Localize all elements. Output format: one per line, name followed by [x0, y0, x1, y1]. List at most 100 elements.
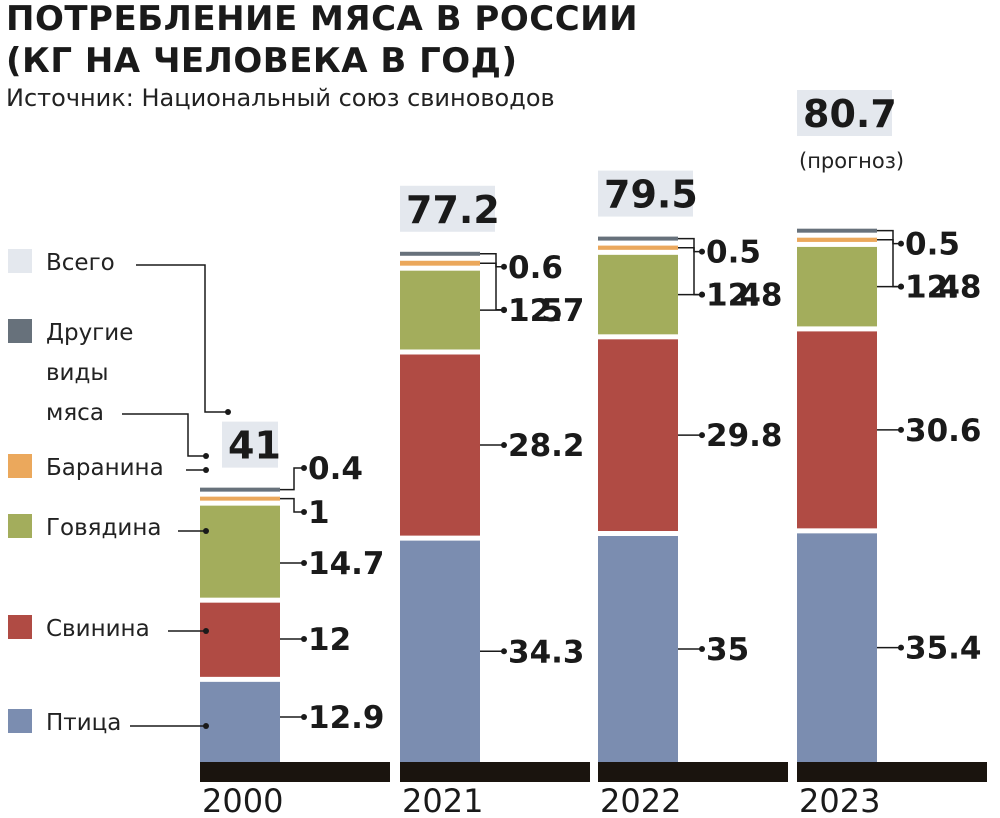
legend-label-2-1: Птица	[46, 710, 121, 736]
bar-segment-2022-5	[598, 236, 678, 241]
bar-segment-2022-4	[598, 245, 678, 250]
bar-segment-2023-2	[797, 331, 877, 529]
chart-title-line-1: ПОТРЕБЛЕНИЕ МЯСА В РОССИИ	[6, 0, 638, 39]
bar-segment-2023-4	[797, 237, 877, 242]
baseline-bar-2023	[797, 762, 987, 782]
chart-title-line-2: (КГ НА ЧЕЛОВЕКА В ГОД)	[6, 41, 518, 81]
legend-leader-dot-poultry	[203, 723, 209, 729]
value-label-2000-4: 1	[308, 495, 330, 531]
legend-label-3-1: Свинина	[46, 616, 150, 642]
total-label-2023: 80.7	[803, 92, 897, 136]
legend-leader-total	[136, 264, 228, 413]
value-label-2000-2: 12	[308, 622, 351, 658]
value-label-2021-2: 28.2	[508, 428, 585, 464]
bar-segment-2021-3	[400, 270, 480, 350]
leader-dot-2023-2	[898, 426, 904, 433]
baseline-bar-2021	[400, 762, 590, 782]
legend-label-4-1: Говядина	[46, 515, 161, 541]
legend-swatch-5	[8, 454, 32, 478]
value-label-2021-4: 1.5	[508, 293, 563, 329]
value-label-2021-3: 12.7	[508, 293, 585, 329]
leader-dot-2022-2	[699, 432, 705, 439]
legend-leader-dot-pork	[203, 628, 209, 634]
bar-segment-2022-3	[598, 254, 678, 335]
total-box-2022	[598, 170, 693, 217]
leader-2023-4	[877, 239, 901, 288]
value-label-2023-4: 1.4	[905, 270, 960, 306]
legend-swatch-3	[8, 615, 32, 639]
legend-leader-dot-other	[203, 453, 209, 459]
value-label-2023-3: 12.8	[905, 270, 982, 306]
value-label-2022-2: 29.8	[706, 418, 783, 454]
total-box-2021	[400, 185, 495, 232]
leader-2021-4	[480, 262, 504, 311]
leader-dot-2000-4	[301, 509, 307, 515]
leader-dot-2000-1	[301, 714, 307, 720]
legend-leader-other	[122, 413, 206, 457]
legend-label-5-1: Баранина	[46, 455, 164, 481]
legend-label-6-3: мяса	[46, 400, 104, 426]
chart-subtitle: Источник: Национальный союз свиноводов	[6, 84, 555, 112]
leader-dot-2023-1	[898, 644, 904, 651]
baseline-bar-2022	[598, 762, 788, 782]
total-label-2021: 77.2	[406, 188, 500, 232]
value-label-2023-2: 30.6	[905, 413, 982, 449]
total-label-2000: 41	[228, 424, 281, 468]
legend-leader-dot-beef	[203, 528, 209, 534]
value-label-2000-1: 12.9	[308, 700, 385, 736]
value-label-2022-5: 0.5	[706, 235, 761, 271]
value-label-2000-5: 0.4	[308, 451, 363, 487]
x-tick-label-2023: 2023	[799, 782, 880, 818]
leader-dot-2021-5	[501, 263, 507, 270]
bar-segment-2000-5	[200, 487, 280, 492]
legend-label-1-1: Всего	[46, 250, 115, 276]
bar-segment-2023-5	[797, 228, 877, 233]
bar-segment-2023-3	[797, 246, 877, 327]
bar-segment-2000-4	[200, 496, 280, 501]
value-label-2021-5: 0.6	[508, 250, 563, 286]
bar-segment-2021-1	[400, 540, 480, 762]
leader-dot-2022-1	[699, 646, 705, 652]
baseline-bar-2000	[200, 762, 390, 782]
bar-segment-2021-2	[400, 354, 480, 536]
x-tick-label-2022: 2022	[600, 782, 681, 818]
bar-segment-2022-1	[598, 536, 678, 762]
total-box-2000	[222, 421, 278, 468]
legend-swatch-6	[8, 319, 32, 343]
bar-segment-2021-5	[400, 251, 480, 256]
legend-swatch-1	[8, 249, 32, 273]
x-tick-label-2000: 2000	[202, 782, 283, 818]
value-label-2021-1: 34.3	[508, 634, 585, 670]
value-label-2022-3: 12.8	[706, 278, 783, 314]
bar-segment-2000-2	[200, 602, 280, 677]
leader-2000-5	[280, 467, 304, 491]
leader-2022-5	[678, 237, 702, 253]
value-label-2022-4: 1.4	[706, 278, 761, 314]
legend-label-6-1: Другие	[46, 320, 133, 346]
legend-swatch-2	[8, 709, 32, 733]
bar-segment-2021-4	[400, 260, 480, 266]
value-label-2023-5: 0.5	[905, 227, 960, 263]
x-tick-label-2021: 2021	[402, 782, 483, 818]
annotation-2023: (прогноз)	[799, 149, 904, 173]
total-box-2023	[797, 90, 892, 136]
leader-dot-2023-4	[898, 283, 904, 290]
leader-2023-5	[877, 229, 901, 245]
leader-2000-4	[280, 497, 304, 513]
bar-segment-2000-1	[200, 681, 280, 762]
leader-dot-2000-5	[301, 465, 307, 471]
value-label-2022-1: 35	[706, 632, 749, 668]
leader-dot-2023-5	[898, 240, 904, 247]
leader-dot-2021-2	[501, 442, 507, 449]
leader-2022-4	[678, 246, 702, 296]
bar-segment-2000-3	[200, 505, 280, 598]
leader-dot-2000-3	[301, 560, 307, 566]
leader-dot-2000-2	[301, 636, 307, 642]
value-label-2023-1: 35.4	[905, 631, 982, 667]
leader-dot-2022-4	[699, 291, 705, 298]
value-label-2000-3: 14.7	[308, 546, 385, 582]
leader-dot-2022-5	[699, 248, 705, 255]
legend-swatch-4	[8, 514, 32, 538]
